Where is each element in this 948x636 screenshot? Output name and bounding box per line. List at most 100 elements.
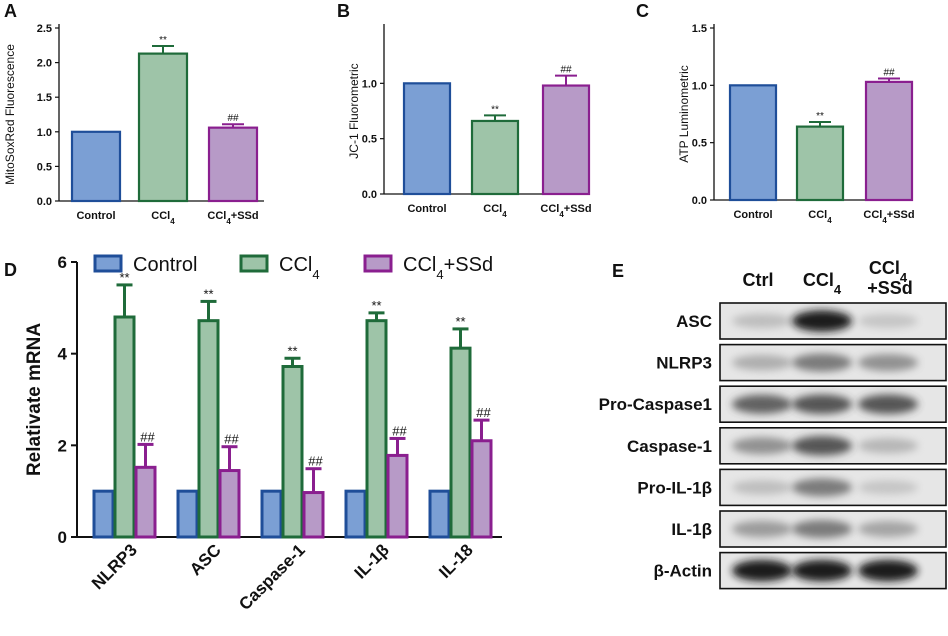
chart-d-significance-label: **: [287, 343, 297, 358]
chart-d-y-tick-label: 2: [58, 436, 67, 455]
blot-band: [792, 310, 852, 332]
chart-d-relative-mrna: 0 2 4 6 Relativate mRNA ** ## NLRP3 ** ## ASC ** ## C…: [24, 253, 502, 614]
blot-band: [792, 353, 852, 372]
chart-a-y-tick-label: 2.5: [37, 23, 52, 35]
blot-band: [732, 354, 792, 371]
western-blot-panel: Ctrl CCl4CCl4+SSdASCNLRP3Pro-Caspase1Casp…: [599, 258, 947, 590]
chart-d-legend-label: CCl4+SSd: [403, 254, 493, 282]
chart-b-bar: [541, 84, 591, 196]
blot-row-label: ASC: [676, 312, 712, 331]
chart-a-category-label: Control: [76, 210, 115, 222]
chart-c-category-label: CCl4+SSd: [863, 209, 914, 225]
chart-c-y-tick-label: 0.5: [692, 138, 707, 150]
blot-band: [732, 394, 792, 414]
chart-a-category-label: CCl4+SSd: [207, 210, 258, 226]
blot-band: [858, 559, 918, 582]
chart-d-bar: [386, 453, 409, 539]
chart-d-category-label: IL-1β: [351, 540, 393, 582]
panel-letter-c: C: [636, 1, 649, 21]
chart-d-significance-label: ##: [476, 405, 491, 420]
blot-header-ccl4: CCl4: [803, 270, 842, 297]
chart-b-category-label: CCl4+SSd: [540, 203, 591, 219]
chart-c-y-tick-label: 1.5: [692, 23, 707, 35]
blot-band: [858, 438, 918, 454]
chart-d-significance-label: ##: [140, 429, 155, 444]
chart-d-bar: [302, 491, 325, 539]
chart-b-significance-label: **: [491, 104, 499, 115]
chart-d-significance-label: **: [455, 314, 465, 329]
blot-band: [732, 437, 792, 455]
chart-c-bar: [728, 84, 778, 202]
panel-letter-e: E: [612, 261, 624, 281]
chart-c-category-label: CCl4: [808, 209, 832, 225]
blot-header-ccl4-ssd-line2: +SSd: [867, 278, 913, 298]
blot-band: [792, 520, 852, 538]
chart-d-y-tick-label: 4: [58, 345, 68, 364]
blot-row-label: Pro-Caspase1: [599, 395, 712, 414]
chart-d-category-label: IL-18: [435, 540, 476, 581]
blot-row-label: Pro-IL-1β: [637, 478, 712, 497]
blot-band: [792, 394, 852, 414]
chart-a-bar: [70, 130, 122, 203]
chart-a-y-tick-label: 1.0: [37, 127, 52, 139]
blot-header-ccl4-ssd-line1: CCl4: [869, 258, 908, 285]
chart-d-legend-swatch: [363, 254, 393, 273]
chart-a-y-tick-label: 2.0: [37, 58, 52, 70]
chart-b-y-tick-label: 1.0: [362, 78, 377, 90]
blot-band: [858, 314, 918, 328]
chart-b-bar: [470, 119, 520, 196]
chart-d-category-label: ASC: [186, 540, 225, 579]
chart-c-y-tick-label: 0.0: [692, 195, 707, 207]
blot-band: [858, 521, 918, 537]
chart-a-y-tick-label: 1.5: [37, 92, 52, 104]
chart-d-y-tick-label: 0: [58, 528, 67, 547]
chart-b-y-tick-label: 0.0: [362, 189, 377, 201]
chart-a-significance-label: **: [159, 35, 167, 46]
chart-b-bar: [402, 82, 452, 196]
chart-d-significance-label: ##: [308, 454, 323, 469]
chart-d-bar: [218, 469, 241, 539]
blot-band: [858, 354, 918, 372]
blot-band: [792, 436, 852, 456]
panel-letter-d: D: [4, 260, 17, 280]
chart-d-y-tick-label: 6: [58, 253, 67, 272]
chart-c-significance-label: **: [816, 111, 824, 122]
chart-c-y-axis-label: ATP Luminometric: [677, 65, 691, 163]
chart-d-bar: [344, 489, 367, 539]
chart-b-y-axis-label: JC-1 Fluorometric: [347, 63, 361, 158]
chart-d-legend-swatch: [239, 254, 269, 273]
chart-d-significance-label: ##: [224, 432, 239, 447]
chart-d-legend-label: Control: [133, 254, 197, 276]
chart-b-category-label: CCl4: [483, 203, 507, 219]
chart-d-significance-label: **: [371, 298, 381, 313]
chart-d-legend-label: CCl4: [279, 254, 320, 282]
chart-b-category-label: Control: [407, 203, 446, 215]
chart-d-bar: [365, 319, 388, 539]
blot-band: [732, 313, 792, 329]
blot-row-label: IL-1β: [671, 520, 712, 539]
chart-c-y-tick-label: 1.0: [692, 80, 707, 92]
chart-c-atp: 0.0 0.5 1.0 1.5 ATP Luminometric Control ** CCl…: [677, 23, 915, 225]
chart-d-category-label: Caspase-1: [235, 540, 309, 614]
chart-d-category-label: NLRP3: [88, 540, 141, 593]
chart-d-bar: [470, 439, 493, 539]
blot-band: [732, 480, 792, 495]
chart-a-category-label: CCl4: [151, 210, 175, 226]
blot-band: [858, 394, 918, 414]
blot-band: [792, 478, 852, 497]
chart-b-significance-label: ##: [560, 65, 572, 76]
chart-a-mitosoxred: 0.0 0.5 1.0 1.5 2.0 2.5 MitoSoxRed Fluorescenc…: [3, 23, 264, 226]
panel-letter-b: B: [337, 1, 350, 21]
chart-b-jc1: 0.0 0.5 1.0JC-1 Fluorometric Control ** CCl4 #…: [347, 24, 592, 219]
blot-row-label: NLRP3: [656, 354, 712, 373]
chart-d-y-axis-label: Relativate mRNA: [24, 323, 45, 476]
blot-band: [792, 559, 852, 582]
chart-d-bar: [134, 465, 157, 539]
chart-c-category-label: Control: [733, 209, 772, 221]
chart-c-bar: [864, 80, 914, 202]
chart-d-significance-label: ##: [392, 423, 407, 438]
chart-d-bar: [428, 489, 451, 539]
chart-d-significance-label: **: [119, 270, 129, 285]
chart-d-bar: [176, 489, 199, 539]
